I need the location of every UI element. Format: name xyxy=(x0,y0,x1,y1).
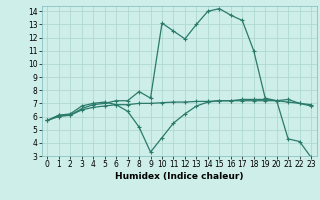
X-axis label: Humidex (Indice chaleur): Humidex (Indice chaleur) xyxy=(115,172,244,181)
